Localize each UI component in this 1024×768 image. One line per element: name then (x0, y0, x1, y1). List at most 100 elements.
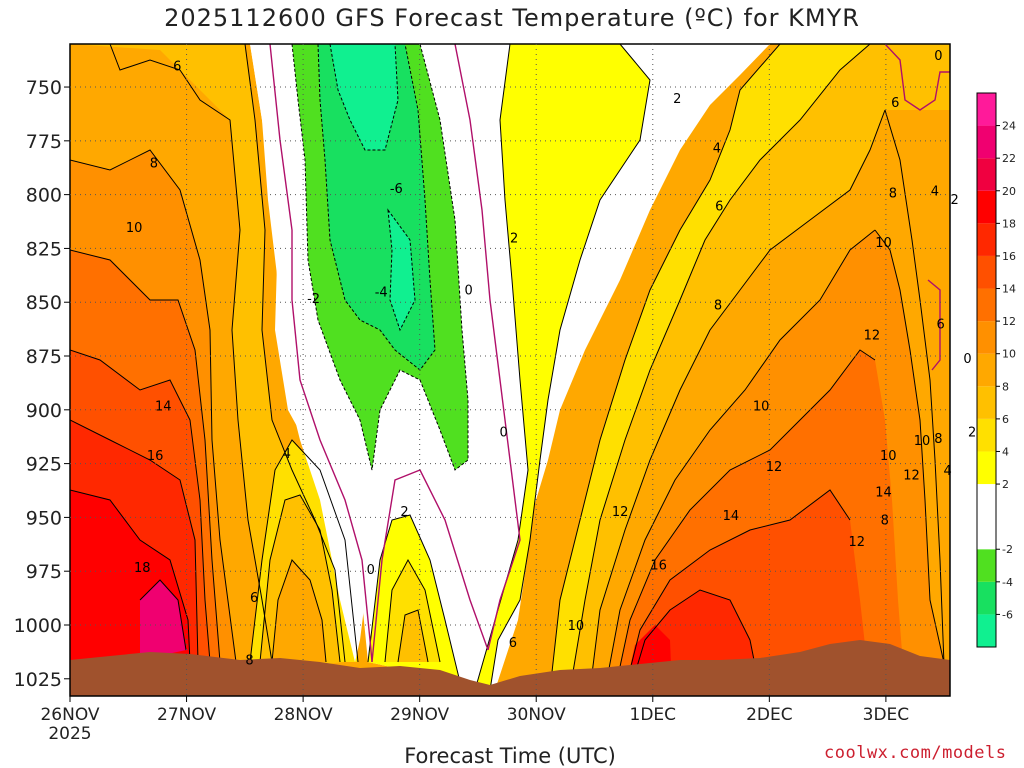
contour-label: 6 (250, 591, 258, 606)
colorbar-tick-label: 8 (1002, 380, 1009, 393)
y-tick-label: 1000 (14, 615, 62, 637)
band-2-4-right (475, 44, 650, 690)
contour-label: 6 (173, 60, 181, 75)
contour-label: -6 (390, 182, 403, 197)
contour-label: 10 (568, 619, 585, 634)
credit-text: coolwx.com/models (824, 743, 1007, 763)
y-tick-label: 900 (26, 400, 62, 422)
y-axis: 750 775 800 825 850 875 900 925 950 975 1000 1025 (14, 77, 70, 691)
contour-lines-negative (291, 44, 469, 471)
contour-label: 4 (931, 184, 939, 199)
colorbar-swatch (977, 255, 996, 289)
colorbar-frame (976, 92, 997, 648)
plot-frame (69, 43, 951, 697)
contour-label: 18 (134, 561, 151, 576)
contour-label: 8 (150, 156, 158, 171)
colorbar-swatch (977, 353, 996, 387)
x-tick-label: 26NOV (40, 705, 99, 725)
y-tick-label: 825 (26, 238, 62, 260)
x-tick-label: 3DEC (863, 705, 910, 725)
y-tick-label: 925 (26, 454, 62, 476)
contour-label: 4 (283, 447, 291, 462)
x-axis: 26NOV 27NOV 28NOV 29NOV 30NOV 1DEC 2DEC 3DEC 202… (40, 696, 909, 744)
colorbar-tick-label: 2 (1002, 478, 1009, 491)
x-tick-label: 27NOV (157, 705, 216, 725)
colorbar-swatch (977, 288, 996, 322)
colorbar-tick-label: 24 (1002, 120, 1016, 133)
contour-label: 8 (934, 432, 942, 447)
colorbar-tick-label: 14 (1002, 283, 1016, 296)
colorbar-swatch (977, 418, 996, 452)
colorbar-swatch (977, 158, 996, 191)
colorbar-tick-label: -6 (1002, 608, 1013, 621)
colorbar-swatch (977, 190, 996, 224)
y-tick-label: 875 (26, 346, 62, 368)
contour-label: 4 (713, 141, 721, 156)
contour-label: -2 (307, 292, 320, 307)
colorbar-swatch (977, 581, 996, 615)
contour-label: 8 (889, 186, 897, 201)
contour-label: 2 (673, 92, 681, 107)
colorbar-swatch (977, 125, 996, 159)
contour-label: 10 (875, 236, 892, 251)
contour-label: 8 (881, 514, 889, 529)
colorbar-tick-label: -2 (1002, 543, 1013, 556)
colorbar-swatch (977, 386, 996, 419)
contour-label: 10 (880, 449, 897, 464)
contour-label: 0 (499, 425, 507, 440)
contour-label: 0 (367, 563, 375, 578)
colorbar-swatch (977, 223, 996, 256)
contour-label: 12 (612, 505, 629, 520)
band-4-6-lobe (385, 560, 440, 662)
x-tick-label: 30NOV (507, 705, 566, 725)
colorbar-tick-label: 22 (1002, 152, 1016, 165)
contour-label: -4 (375, 285, 388, 300)
contour-label: 10 (914, 434, 931, 449)
contour-lines (70, 44, 950, 691)
colorbar-tick-label: -4 (1002, 576, 1013, 589)
band-cold-6-8 (330, 44, 398, 150)
y-tick-label: 1025 (14, 669, 62, 691)
contour-label: 6 (891, 96, 899, 111)
x-tick-label: 2DEC (746, 705, 793, 725)
contour-label: 6 (509, 636, 517, 651)
contour-label: 14 (155, 400, 172, 415)
contour-label: 2 (400, 505, 408, 520)
contour-label: 2 (968, 425, 976, 440)
y-tick-label: 800 (26, 185, 62, 207)
contour-label: 12 (864, 328, 881, 343)
colorbar-tick-label: 4 (1002, 445, 1009, 458)
x-tick-label: 28NOV (274, 705, 333, 725)
contour-label: 16 (650, 559, 667, 574)
x-tick-year: 2025 (48, 724, 91, 744)
contour-label: 12 (903, 468, 920, 483)
band-cold-6-8b (388, 210, 415, 330)
colorbar-swatch (977, 321, 996, 354)
contour-label: 2 (951, 193, 959, 208)
contour-label: 8 (714, 298, 722, 313)
y-tick-label: 750 (26, 77, 62, 99)
contour-label: 8 (245, 653, 253, 668)
contour-label: 2 (510, 232, 518, 247)
contour-label: 16 (147, 449, 164, 464)
y-tick-label: 950 (26, 507, 62, 529)
colorbar-tick-label: 12 (1002, 315, 1016, 328)
band-lobe-8-10 (272, 560, 326, 662)
colorbar-tick-label: 16 (1002, 250, 1016, 263)
colorbar-tick-label: 18 (1002, 217, 1016, 230)
contour-label: 0 (963, 352, 971, 367)
contour-label: 14 (875, 486, 892, 501)
grid-lines (70, 44, 950, 696)
contour-label: 4 (944, 464, 952, 479)
x-tick-label: 1DEC (630, 705, 677, 725)
x-tick-label: 29NOV (390, 705, 449, 725)
contour-label: 10 (753, 400, 770, 415)
contour-label: 14 (723, 509, 740, 524)
contour-label: 10 (126, 221, 143, 236)
contour-label: 12 (766, 460, 783, 475)
y-tick-label: 975 (26, 561, 62, 583)
chart-title: 2025112600 GFS Forecast Temperature (ºC)… (164, 4, 860, 32)
colorbar: 24 22 20 18 16 14 12 10 8 6 4 2 -2 -4 -6 (976, 92, 1016, 648)
